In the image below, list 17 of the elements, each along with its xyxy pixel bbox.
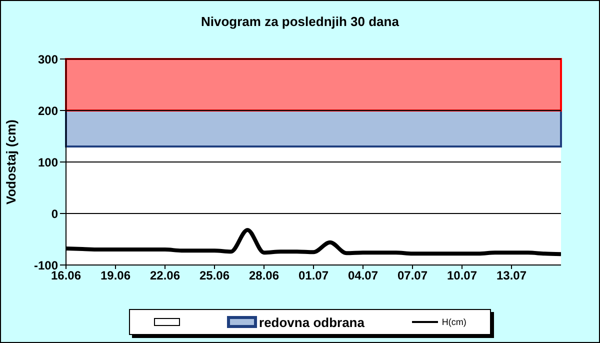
chart-title: Nivogram za poslednjih 30 dana <box>200 14 400 29</box>
x-tick-label: 01.07 <box>298 268 329 283</box>
y-axis-title: Vodostaj (cm) <box>4 120 19 204</box>
x-tick-label: 07.07 <box>397 268 428 283</box>
x-tick-label: 25.06 <box>199 268 230 283</box>
x-tick-label: 19.06 <box>100 268 131 283</box>
legend-label: redovna odbrana <box>259 314 364 330</box>
x-tick-label: 10.07 <box>446 268 478 283</box>
y-tick-label: 300 <box>38 52 58 66</box>
y-tick-label: 0 <box>51 206 58 221</box>
y-tick-label: 200 <box>38 104 58 118</box>
x-tick-label: 22.06 <box>150 268 180 283</box>
x-tick-label: 13.07 <box>496 268 527 283</box>
legend-label: H(cm) <box>442 317 466 327</box>
x-tick-label: 28.06 <box>248 268 280 283</box>
y-tick-label: 100 <box>38 155 58 170</box>
x-tick-label: 04.07 <box>348 268 378 283</box>
